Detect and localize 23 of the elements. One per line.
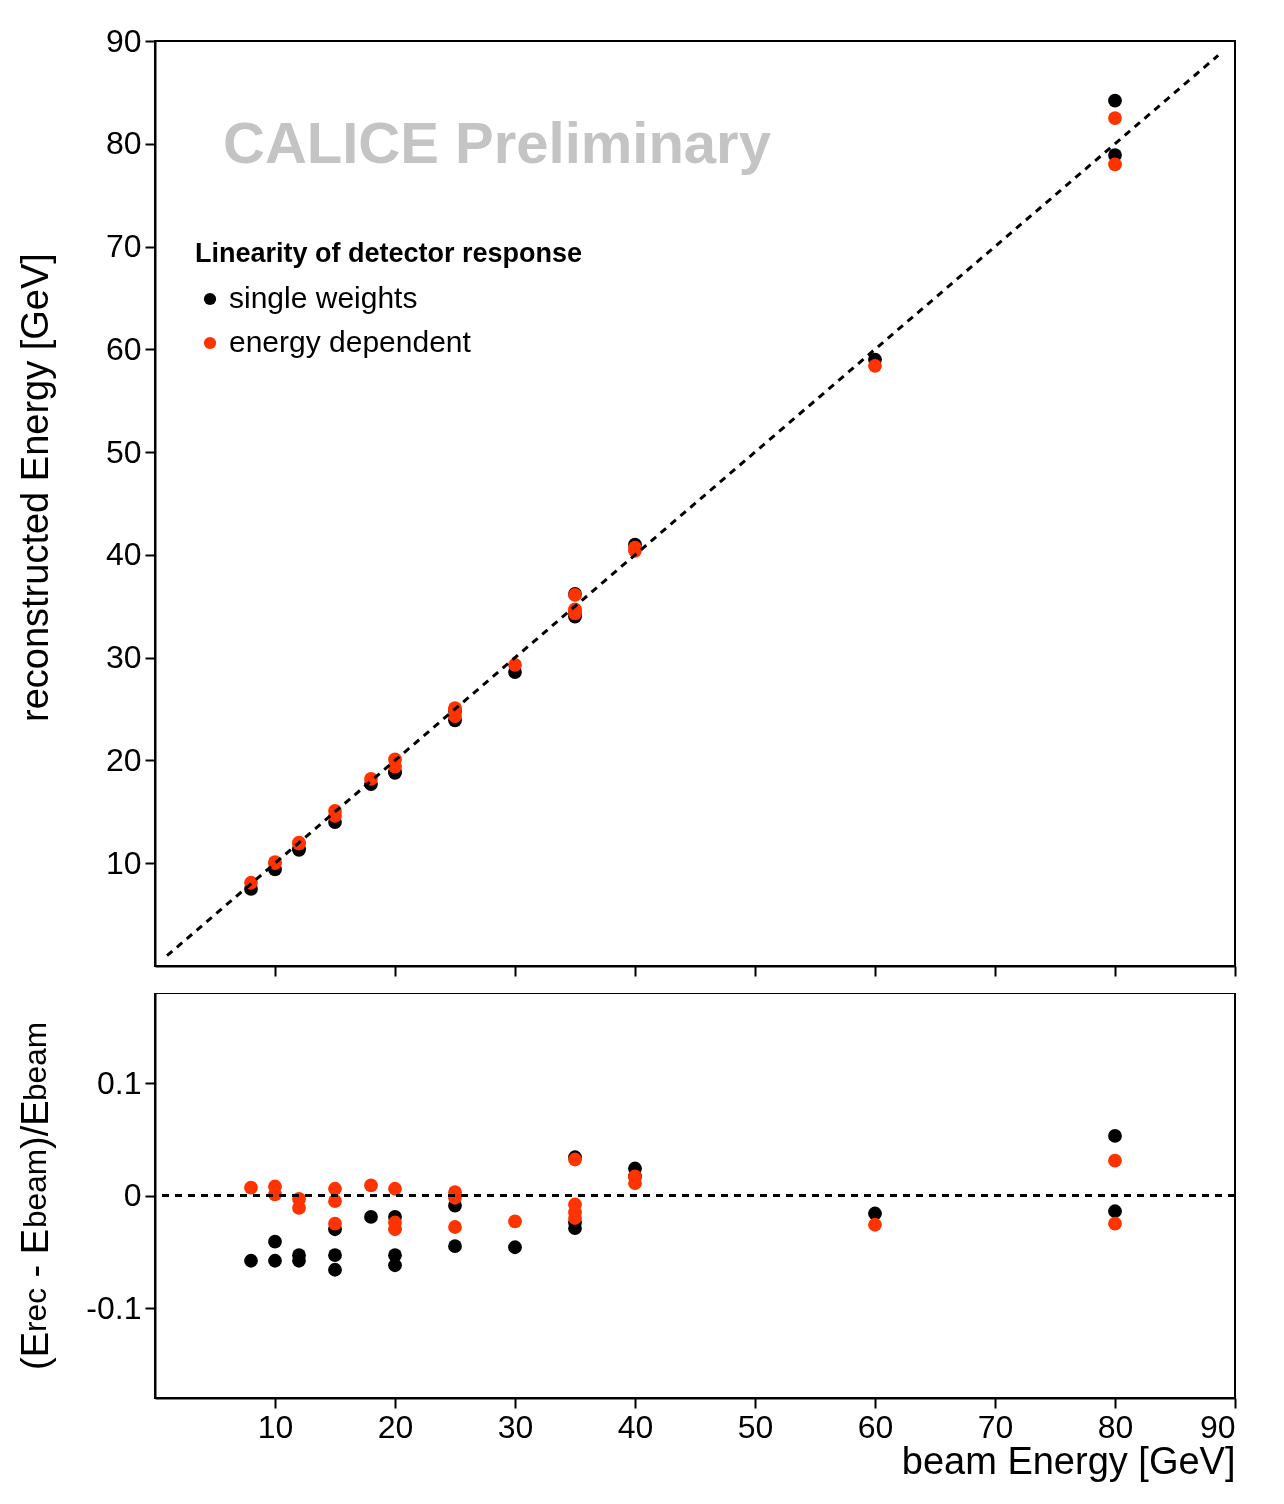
- y-tick-label: 30: [105, 639, 142, 676]
- y-tick-label: 0: [123, 1177, 142, 1213]
- x-tick-label: 10: [257, 1408, 294, 1445]
- y-tick-label: 70: [105, 228, 142, 265]
- y-tick-label: -0.1: [86, 1289, 142, 1326]
- x-tick-label: 60: [857, 1408, 894, 1445]
- x-tick-label: 40: [617, 1408, 654, 1445]
- y-tick-label: 0.1: [97, 1064, 142, 1101]
- y-tick-label: 10: [105, 844, 142, 881]
- legend-title: Linearity of detector response: [195, 238, 583, 268]
- y-tick-label: 60: [105, 330, 142, 367]
- annotation: CALICE Preliminary: [223, 110, 771, 175]
- x-tick-label: 30: [497, 1408, 534, 1445]
- y-tick-label: 50: [105, 433, 142, 470]
- y-tick-label: 90: [105, 22, 142, 59]
- legend-label: energy dependent: [229, 325, 472, 358]
- y-tick-label: 80: [105, 125, 142, 162]
- x-tick-label: 50: [737, 1408, 774, 1445]
- y-tick-label: 20: [105, 741, 142, 778]
- y-tick-label: 40: [105, 536, 142, 573]
- y-axis-title: reconstructed Energy [GeV]: [12, 252, 57, 724]
- x-tick-label: 20: [377, 1408, 414, 1445]
- legend-label: single weights: [229, 281, 418, 314]
